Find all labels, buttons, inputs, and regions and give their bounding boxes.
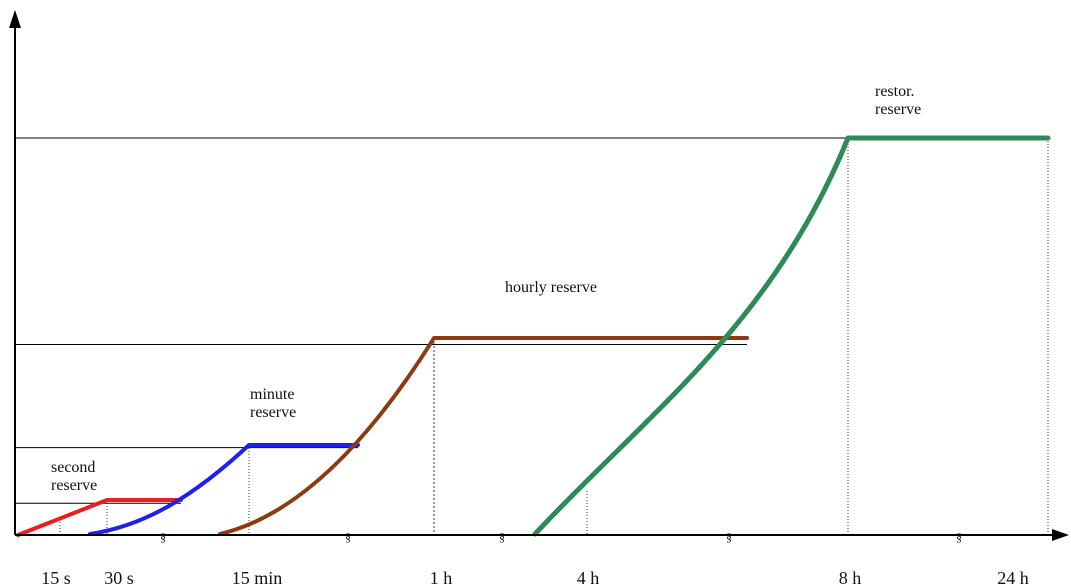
annotation-line: hourly reserve [505, 279, 597, 296]
annotation-second-reserve: second reserve [51, 459, 97, 494]
axis-break-5: § [956, 530, 962, 544]
x-tick-15-s: 15 s [41, 568, 71, 588]
annotation-hourly-reserve: hourly reserve [505, 279, 597, 296]
annotation-line: reserve [875, 101, 921, 118]
x-tick-labels: 15 s 30 s 15 min 1 h 4 h 8 h 24 h [41, 568, 1029, 588]
annotation-restor-reserve: restor. reserve [875, 83, 921, 118]
axis-break-4: § [726, 530, 732, 544]
axis-breaks: § § § § § [160, 530, 962, 544]
axis-break-2: § [345, 530, 351, 544]
series-second-reserve [16, 498, 183, 537]
annotation-line: second [51, 459, 95, 476]
y-axis-arrow [9, 10, 21, 28]
axis-layer [9, 10, 1069, 541]
x-tick-15-min: 15 min [232, 568, 283, 588]
x-tick-30-s: 30 s [104, 568, 134, 588]
series-minute-reserve [88, 443, 360, 536]
series-layer [16, 135, 1051, 537]
annotation-line: reserve [51, 477, 97, 494]
x-axis-arrow [1052, 529, 1069, 541]
x-tick-4-h: 4 h [577, 568, 600, 588]
axis-break-1: § [160, 530, 166, 544]
series-restor-reserve [532, 135, 1051, 537]
axis-break-3: § [499, 530, 505, 544]
annotation-minute-reserve: minute reserve [250, 386, 296, 421]
annotation-line: minute [250, 386, 294, 403]
x-tick-24-h: 24 h [997, 568, 1029, 588]
annotation-line: restor. [875, 83, 915, 100]
annotation-line: reserve [250, 404, 296, 421]
x-tick-8-h: 8 h [839, 568, 862, 588]
x-tick-1-h: 1 h [430, 568, 453, 588]
series-hourly-reserve [218, 336, 749, 536]
